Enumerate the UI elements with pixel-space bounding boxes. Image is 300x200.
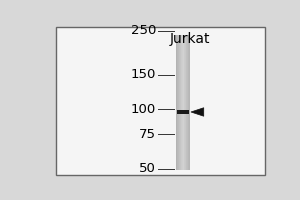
Bar <box>180 35 181 170</box>
Text: 50: 50 <box>139 162 156 175</box>
Bar <box>176 110 189 114</box>
Bar <box>182 35 183 170</box>
Text: 150: 150 <box>131 68 156 81</box>
Bar <box>189 35 190 170</box>
Bar <box>188 35 189 170</box>
Polygon shape <box>191 108 204 116</box>
Text: 100: 100 <box>131 103 156 116</box>
Bar <box>184 35 185 170</box>
Bar <box>186 35 187 170</box>
Text: Jurkat: Jurkat <box>169 32 210 46</box>
Bar <box>183 35 184 170</box>
Text: 75: 75 <box>139 128 156 141</box>
Text: 250: 250 <box>131 24 156 37</box>
Bar <box>181 35 182 170</box>
Bar <box>177 35 178 170</box>
Bar <box>178 35 179 170</box>
Bar <box>179 35 180 170</box>
Bar <box>187 35 188 170</box>
Bar <box>185 35 186 170</box>
Bar <box>176 35 177 170</box>
